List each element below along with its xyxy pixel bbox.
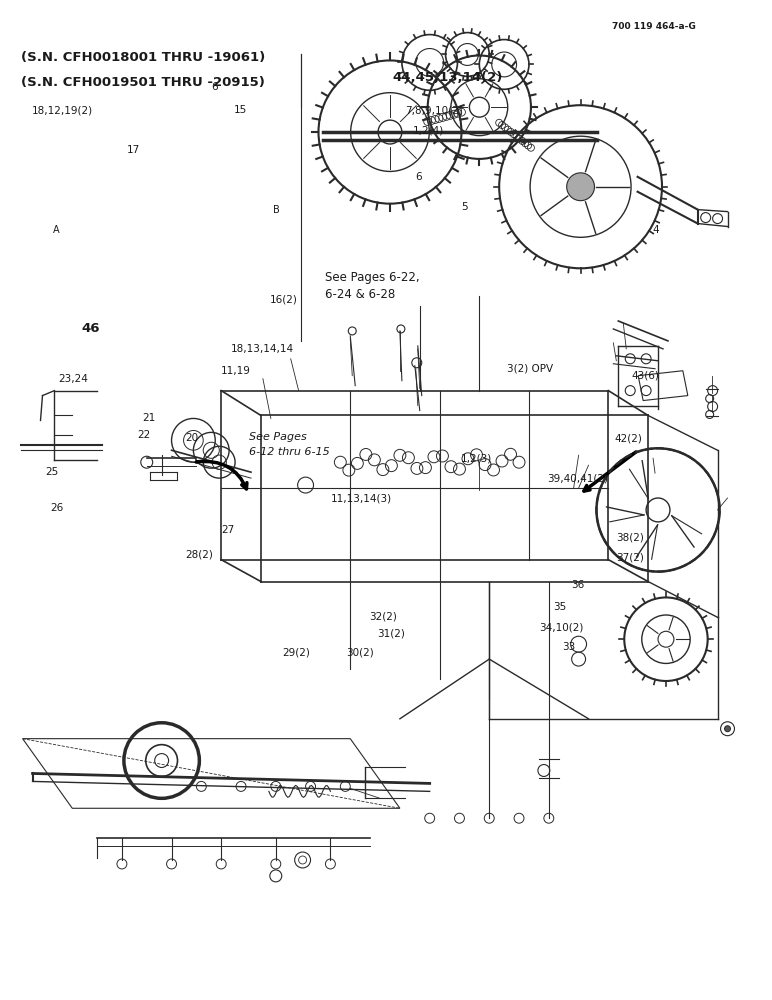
Text: 43(6): 43(6) [631, 371, 659, 381]
Text: 700 119 464-a-G: 700 119 464-a-G [612, 22, 696, 31]
Text: 36: 36 [571, 580, 584, 590]
Text: See Pages 6-22,: See Pages 6-22, [326, 271, 420, 284]
Text: 28(2): 28(2) [185, 550, 213, 560]
Text: 1,2(3): 1,2(3) [461, 453, 493, 463]
Text: 18,12,19(2): 18,12,19(2) [32, 105, 93, 115]
Circle shape [725, 726, 730, 732]
Text: 7,8,9,10(2): 7,8,9,10(2) [405, 105, 463, 115]
Text: 30(2): 30(2) [346, 647, 374, 657]
Text: 37(2): 37(2) [616, 553, 644, 563]
Text: 25: 25 [45, 467, 58, 477]
Text: 27: 27 [222, 525, 235, 535]
Text: 15: 15 [234, 105, 248, 115]
Text: 5: 5 [461, 202, 468, 212]
Text: 6: 6 [415, 172, 422, 182]
Text: 29(2): 29(2) [283, 647, 310, 657]
Circle shape [567, 173, 594, 201]
Text: 46: 46 [81, 322, 100, 335]
Text: 6-24 & 6-28: 6-24 & 6-28 [326, 288, 396, 301]
Text: 32(2): 32(2) [369, 611, 397, 621]
Text: 6: 6 [212, 82, 218, 92]
Text: 38(2): 38(2) [616, 533, 644, 543]
Text: 16(2): 16(2) [269, 294, 297, 304]
Text: 1,2(4): 1,2(4) [413, 125, 444, 135]
Text: 6-12 thru 6-15: 6-12 thru 6-15 [249, 447, 330, 457]
Text: 18,13,14,14: 18,13,14,14 [231, 344, 294, 354]
Text: See Pages: See Pages [249, 432, 306, 442]
Text: 39,40,41(2): 39,40,41(2) [547, 473, 608, 483]
Text: 34,10(2): 34,10(2) [540, 622, 584, 632]
Text: 21: 21 [142, 413, 155, 423]
Text: 44,45,13,14(2): 44,45,13,14(2) [392, 71, 503, 84]
Text: (S.N. CFH0019501 THRU -20915): (S.N. CFH0019501 THRU -20915) [21, 76, 265, 89]
Text: 11,19: 11,19 [222, 366, 251, 376]
Text: 22: 22 [137, 430, 151, 440]
Text: 33: 33 [562, 642, 576, 652]
Text: 35: 35 [553, 602, 567, 612]
Text: (S.N. CFH0018001 THRU -19061): (S.N. CFH0018001 THRU -19061) [21, 51, 265, 64]
Text: 42(2): 42(2) [615, 433, 642, 443]
Text: 3(2) OPV: 3(2) OPV [507, 364, 554, 374]
Text: 17: 17 [127, 145, 141, 155]
Text: 4: 4 [652, 225, 659, 235]
Text: 11,13,14(3): 11,13,14(3) [331, 493, 392, 503]
Text: B: B [273, 205, 279, 215]
Text: 26: 26 [50, 503, 63, 513]
Text: 23,24: 23,24 [58, 374, 88, 384]
Text: A: A [52, 225, 59, 235]
Text: 31(2): 31(2) [377, 628, 405, 638]
Text: 20: 20 [185, 433, 198, 443]
